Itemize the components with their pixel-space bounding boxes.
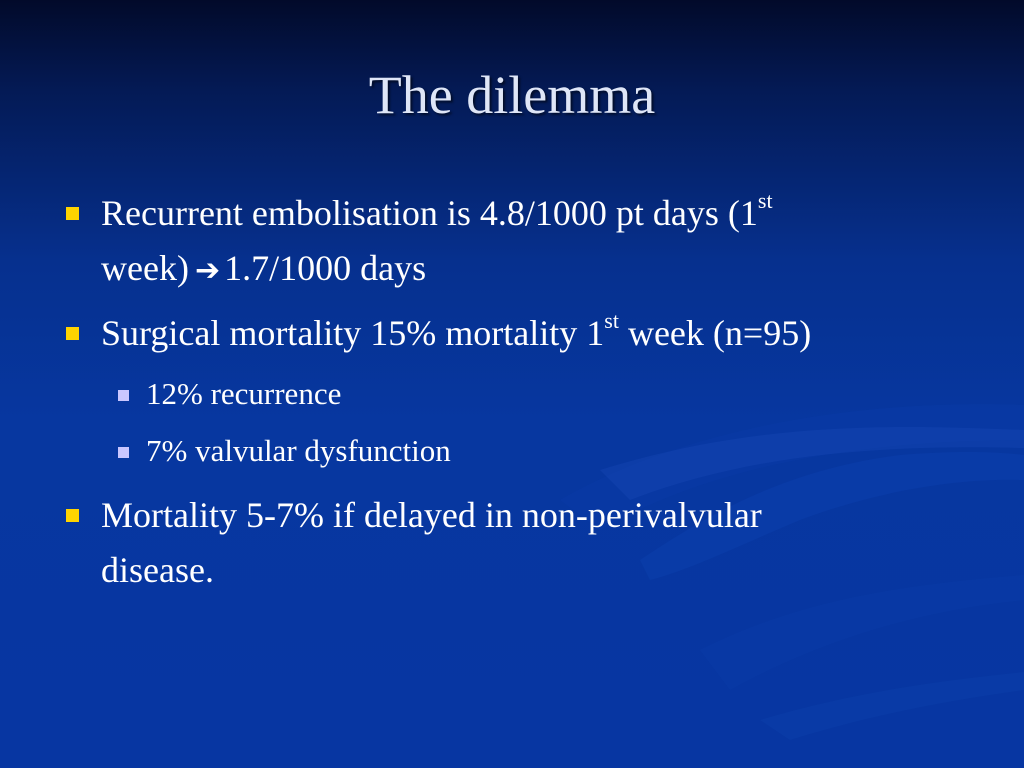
square-sub-bullet-icon — [118, 390, 129, 401]
bullet-line: week) ➔ 1.7/1000 days — [101, 241, 426, 298]
bullet-line: Recurrent embolisation is 4.8/1000 pt da… — [101, 188, 773, 234]
slide-title: The dilemma — [368, 65, 656, 125]
square-sub-bullet-icon — [118, 447, 129, 458]
square-bullet-icon — [66, 509, 79, 522]
square-bullet-icon — [66, 207, 79, 220]
bullet-line: Surgical mortality 15% mortality 1st wee… — [101, 308, 812, 354]
square-bullet-icon — [66, 327, 79, 340]
right-arrow-icon: ➔ — [194, 253, 221, 288]
